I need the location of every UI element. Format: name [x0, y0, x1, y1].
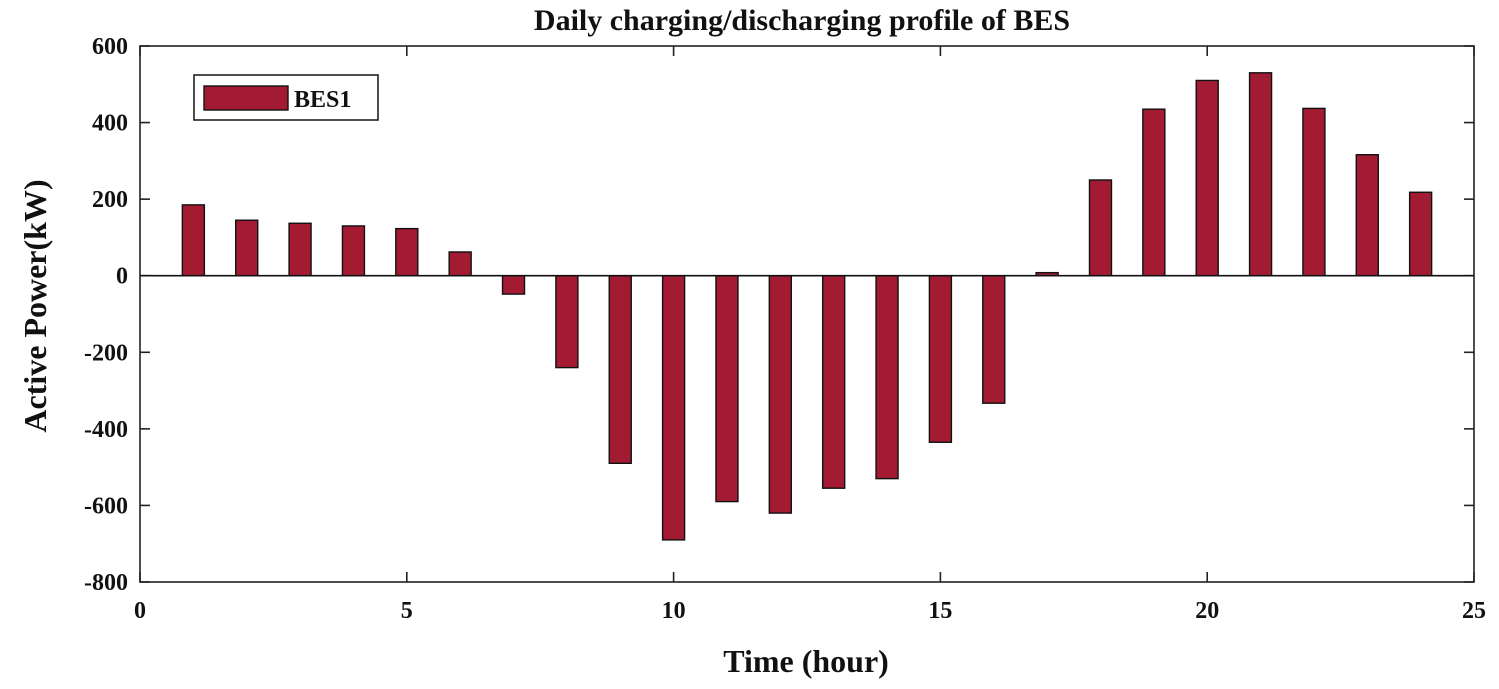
bar: [928, 275, 953, 443]
bar: [1088, 179, 1113, 277]
bar: [395, 227, 419, 277]
bar: [1195, 79, 1219, 277]
y-tick-label: -600: [84, 493, 128, 519]
legend-swatch: [203, 85, 289, 111]
bar: [1302, 107, 1326, 277]
y-tick-label: -400: [84, 417, 128, 443]
y-axis-label: Active Power(kW): [17, 179, 53, 432]
x-tick-label: 0: [134, 598, 146, 624]
y-tick-label: 200: [92, 187, 128, 213]
bar: [982, 275, 1006, 404]
y-tick-label: 0: [116, 264, 128, 290]
x-tick-label: 5: [401, 598, 413, 624]
chart-title: Daily charging/discharging profile of BE…: [534, 4, 1070, 37]
bar: [661, 275, 686, 541]
y-tick-label: 600: [92, 34, 128, 60]
bar: [1355, 154, 1379, 277]
bar: [875, 275, 899, 480]
bar: [768, 275, 793, 514]
bar: [1408, 191, 1433, 277]
x-tick-label: 20: [1195, 598, 1219, 624]
bar: [341, 225, 366, 277]
x-tick-label: 25: [1462, 598, 1486, 624]
plot-frame: [139, 45, 1475, 583]
y-tick-label: 400: [92, 111, 128, 137]
bar: [821, 275, 846, 489]
bar: [1142, 108, 1166, 277]
bar: [448, 251, 472, 277]
bar: [181, 204, 206, 277]
plot-area: -800 -600 -400 -200 0 200 400 600 0 5 10 15 20 25 BES1: [84, 34, 1486, 624]
legend: BES1: [193, 74, 379, 121]
bar: [288, 222, 312, 277]
bar: [501, 275, 526, 295]
x-tick-label: 10: [662, 598, 686, 624]
bar: [1248, 72, 1273, 277]
bar: [555, 275, 579, 369]
bar: [235, 219, 259, 277]
bar: [715, 275, 739, 503]
y-tick-label: -800: [84, 570, 128, 596]
y-tick-label: -200: [84, 340, 128, 366]
x-axis-label: Time (hour): [723, 643, 889, 679]
legend-label: BES1: [294, 87, 351, 113]
bar: [608, 275, 632, 465]
x-tick-label: 15: [928, 598, 952, 624]
